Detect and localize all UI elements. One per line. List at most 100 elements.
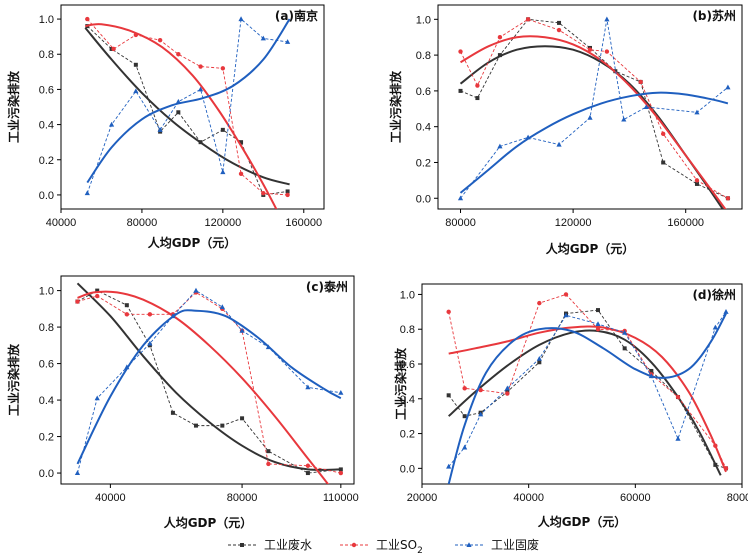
data-point xyxy=(712,324,718,330)
data-point xyxy=(475,83,480,88)
data-point xyxy=(239,327,245,333)
series-data-line xyxy=(460,19,729,199)
plot-area xyxy=(446,292,729,484)
y-tick-label: 0.2 xyxy=(39,155,54,167)
y-tick-label: 0.4 xyxy=(400,394,415,406)
chart-panel: 40000 80000 120000 160000 0.0 0.2 0.4 0.6 0.8 1.0… xyxy=(6,4,325,250)
y-tick-label: 0.4 xyxy=(416,122,431,134)
data-point xyxy=(220,423,225,428)
x-axis-label: 人均GDP（元） xyxy=(148,235,237,250)
data-point xyxy=(587,47,593,52)
data-point xyxy=(305,463,311,468)
data-point xyxy=(462,414,467,419)
data-point xyxy=(446,309,451,315)
data-point xyxy=(133,62,138,67)
data-point xyxy=(124,303,129,308)
chart-panel: 80000 120000 160000 0.0 0.2 0.4 0.6 0.8 1.0 人均GDP… xyxy=(388,4,743,256)
data-point xyxy=(260,35,266,41)
data-point xyxy=(133,32,139,38)
series-data-line xyxy=(448,309,727,469)
data-point xyxy=(563,312,569,318)
data-point xyxy=(723,466,729,471)
x-tick-label: 110000 xyxy=(323,492,359,504)
data-point xyxy=(536,355,542,361)
legend: 工业废水 工业SO2 工业固废 xyxy=(228,537,539,556)
series-fit-curve xyxy=(85,23,278,209)
series-data-line xyxy=(86,18,288,196)
x-tick-label: 80000 xyxy=(227,492,258,504)
data-point xyxy=(725,196,731,201)
data-point xyxy=(497,53,502,58)
data-point xyxy=(446,393,451,398)
data-point xyxy=(525,134,531,140)
data-point xyxy=(197,86,204,92)
y-tick-label: 0.2 xyxy=(39,432,54,444)
y-tick-label: 0.0 xyxy=(400,463,415,475)
data-point xyxy=(219,304,225,310)
x-tick-label: 80000 xyxy=(727,492,748,504)
data-point xyxy=(694,178,700,183)
data-point xyxy=(660,131,666,137)
panel-title: (d)徐州 xyxy=(692,287,736,302)
y-tick-label: 1.0 xyxy=(39,286,54,298)
y-tick-label: 0.8 xyxy=(39,322,54,334)
data-point xyxy=(238,16,244,22)
data-point xyxy=(458,88,463,93)
y-tick-label: 1.0 xyxy=(400,289,415,301)
data-point xyxy=(458,49,463,54)
data-point xyxy=(462,386,467,391)
y-tick-label: 1.0 xyxy=(39,14,54,26)
x-tick-label: 40000 xyxy=(95,492,126,504)
data-point xyxy=(604,16,610,22)
data-point xyxy=(285,189,290,194)
series-fit-curve xyxy=(447,313,727,484)
x-tick-label: 120000 xyxy=(204,217,241,229)
data-point xyxy=(75,299,80,304)
data-point xyxy=(266,449,271,454)
data-point xyxy=(220,169,226,175)
data-point xyxy=(266,461,271,467)
data-point xyxy=(176,110,181,115)
series-fit-curve xyxy=(86,18,291,184)
y-tick-label: 1.0 xyxy=(416,14,431,26)
data-point xyxy=(157,37,163,43)
y-tick-label: 0.6 xyxy=(39,84,54,96)
series-fit-curve xyxy=(459,45,724,209)
data-point xyxy=(661,160,666,165)
data-point xyxy=(198,64,203,69)
data-point xyxy=(475,96,480,101)
plot-area xyxy=(457,16,731,209)
data-point xyxy=(240,416,245,421)
plot-frame xyxy=(421,283,743,485)
data-point xyxy=(621,116,627,122)
data-point xyxy=(537,300,542,306)
y-tick-label: 0.0 xyxy=(39,468,54,480)
data-point xyxy=(556,141,562,147)
y-axis-label: 工业污染排放 xyxy=(6,70,21,143)
data-point xyxy=(220,66,226,71)
series-fit-curve xyxy=(84,27,290,186)
x-axis-label: 人均GDP（元） xyxy=(538,514,627,529)
data-point xyxy=(457,195,464,201)
data-point xyxy=(446,463,452,469)
x-tick-label: 160000 xyxy=(667,217,704,229)
legend-label: 工业固废 xyxy=(491,537,539,552)
data-point xyxy=(713,462,718,467)
data-point xyxy=(111,46,116,52)
data-point xyxy=(723,309,729,314)
data-point xyxy=(725,84,731,90)
series-data-line xyxy=(448,311,727,467)
series-data-line xyxy=(77,290,341,474)
panel-title: (a)南京 xyxy=(275,8,318,23)
x-tick-label: 80000 xyxy=(127,217,158,229)
data-point xyxy=(556,27,562,33)
plot-frame xyxy=(60,4,325,210)
data-point xyxy=(198,140,203,145)
data-point xyxy=(648,373,654,379)
y-axis-label: 工业污染排放 xyxy=(393,347,408,420)
y-tick-label: 0.4 xyxy=(39,395,54,407)
data-point xyxy=(170,313,176,319)
panel-title: (b)苏州 xyxy=(692,8,736,23)
data-point xyxy=(497,143,503,149)
